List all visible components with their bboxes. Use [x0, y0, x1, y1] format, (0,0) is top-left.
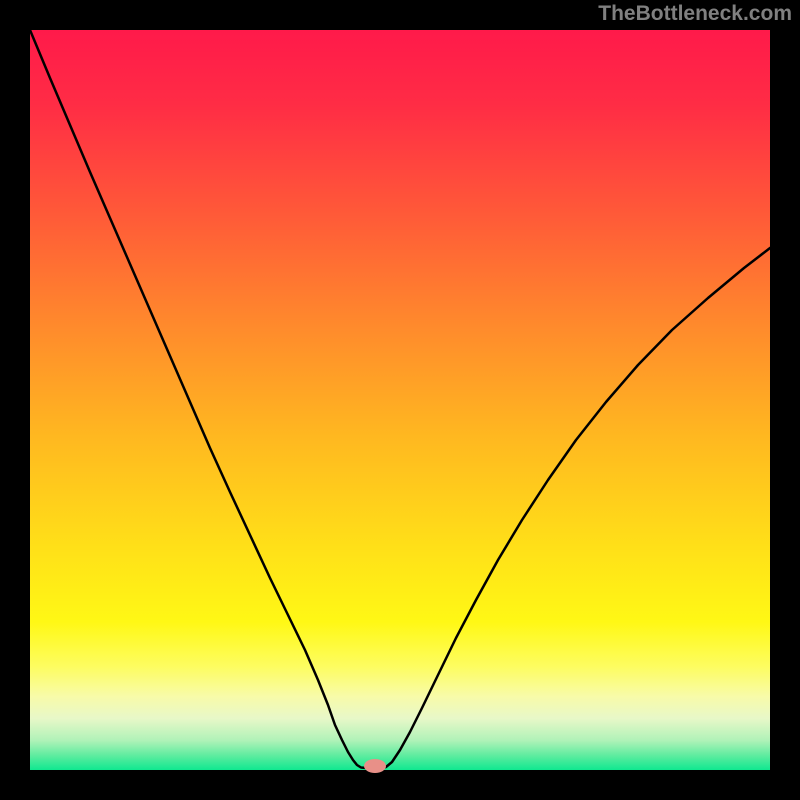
plot-area	[30, 30, 770, 770]
curve-path	[30, 30, 770, 768]
bottleneck-curve	[30, 30, 770, 770]
watermark-text: TheBottleneck.com	[598, 2, 792, 26]
minimum-marker	[364, 759, 386, 773]
